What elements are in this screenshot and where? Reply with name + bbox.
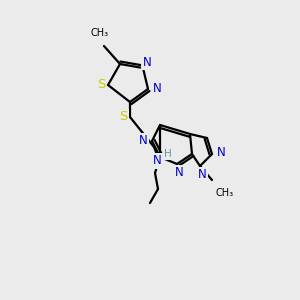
Text: H: H (164, 149, 172, 159)
Text: N: N (142, 56, 152, 68)
Text: N: N (217, 146, 225, 158)
Text: N: N (198, 169, 206, 182)
Text: CH₃: CH₃ (91, 28, 109, 38)
Text: CH₃: CH₃ (216, 188, 234, 198)
Text: S: S (97, 79, 105, 92)
Text: N: N (153, 154, 161, 167)
Text: N: N (175, 167, 183, 179)
Text: N: N (153, 82, 161, 95)
Text: N: N (139, 134, 147, 148)
Text: S: S (119, 110, 127, 124)
